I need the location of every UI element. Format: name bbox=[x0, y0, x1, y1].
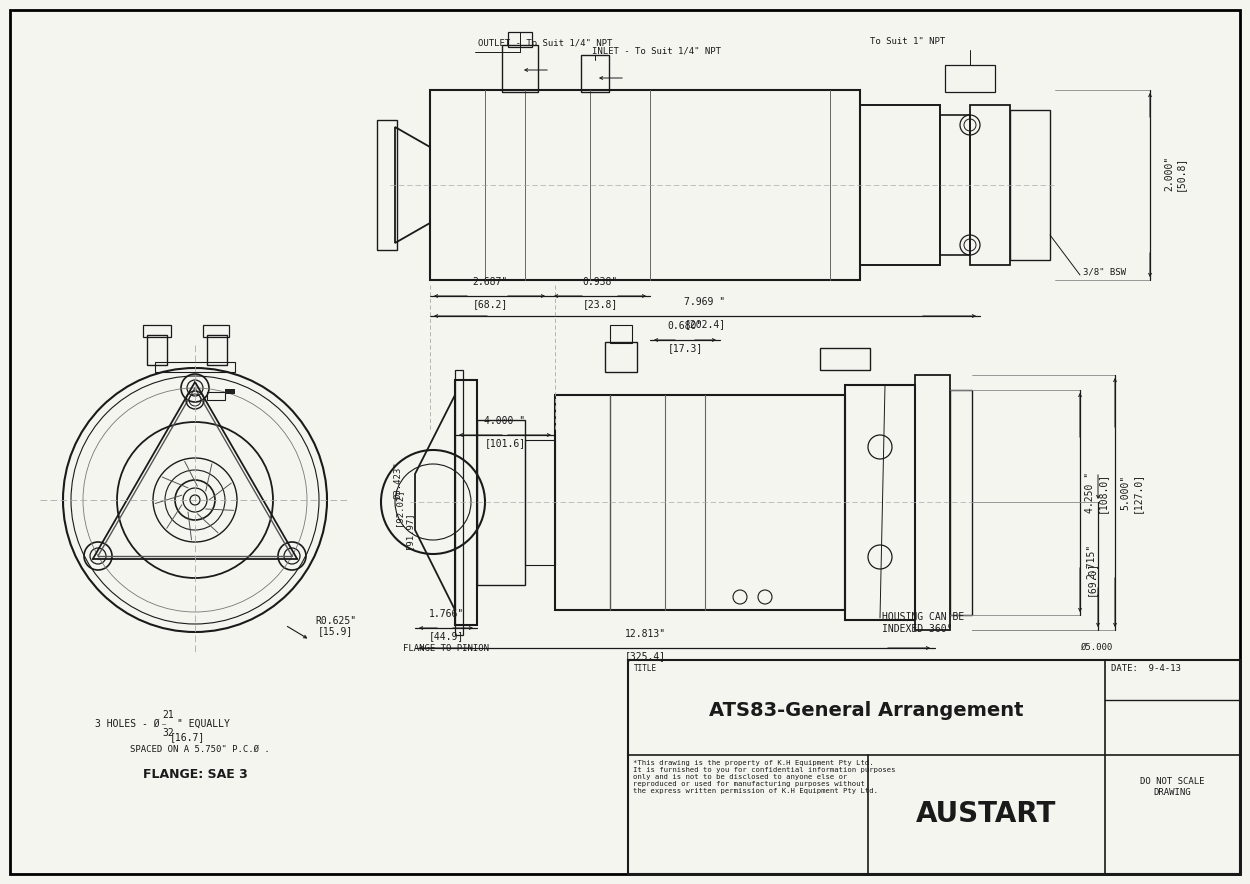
Bar bbox=[628, 660, 1240, 874]
Text: [202.4]: [202.4] bbox=[685, 319, 725, 329]
Text: R0.625": R0.625" bbox=[315, 616, 356, 626]
Text: 0.680": 0.680" bbox=[668, 321, 702, 331]
Text: 2.715": 2.715" bbox=[1086, 544, 1096, 579]
Text: 3 HOLES - Ø: 3 HOLES - Ø bbox=[95, 719, 160, 729]
Text: 5.000": 5.000" bbox=[1120, 475, 1130, 509]
Bar bbox=[508, 32, 532, 47]
Text: Ø3.423": Ø3.423" bbox=[394, 461, 402, 499]
Text: 0.938": 0.938" bbox=[582, 277, 618, 287]
Text: [23.8]: [23.8] bbox=[582, 299, 618, 309]
Bar bbox=[945, 65, 995, 92]
Bar bbox=[142, 325, 171, 337]
Text: 7.969 ": 7.969 " bbox=[685, 297, 725, 307]
Bar bbox=[820, 348, 870, 370]
Bar bbox=[1010, 110, 1050, 260]
Text: [91.97]: [91.97] bbox=[404, 511, 412, 549]
Bar bbox=[155, 362, 235, 372]
Text: 21: 21 bbox=[162, 710, 174, 720]
Text: FLANGE TO PINION: FLANGE TO PINION bbox=[402, 644, 489, 653]
Text: [69.0]: [69.0] bbox=[1086, 560, 1096, 596]
Bar bbox=[581, 55, 609, 92]
Text: [325.4]: [325.4] bbox=[625, 651, 665, 661]
Text: 32: 32 bbox=[162, 728, 174, 738]
Bar bbox=[455, 370, 462, 635]
Text: [50.8]: [50.8] bbox=[1175, 156, 1185, 191]
Bar bbox=[845, 385, 915, 620]
Text: [101.6]: [101.6] bbox=[485, 438, 525, 448]
Bar bbox=[208, 392, 225, 400]
Bar bbox=[503, 45, 538, 92]
Bar bbox=[148, 335, 168, 365]
Text: [16.7]: [16.7] bbox=[170, 732, 205, 742]
Text: HOUSING CAN BE
INDEXED 360°: HOUSING CAN BE INDEXED 360° bbox=[882, 612, 964, 634]
Text: 2.000": 2.000" bbox=[1164, 156, 1174, 191]
Text: 4.250 ": 4.250 " bbox=[1085, 471, 1095, 513]
Text: —: — bbox=[162, 721, 166, 727]
Text: ATS83-General Arrangement: ATS83-General Arrangement bbox=[709, 701, 1024, 720]
Text: [127.0]: [127.0] bbox=[1132, 471, 1142, 513]
Text: OUTLET - To Suit 1/4" NPT: OUTLET - To Suit 1/4" NPT bbox=[478, 39, 612, 48]
Bar bbox=[525, 440, 555, 565]
Text: [15.9]: [15.9] bbox=[318, 626, 354, 636]
Text: Ø5.000: Ø5.000 bbox=[1081, 643, 1114, 652]
Text: [44.9]: [44.9] bbox=[429, 631, 464, 641]
Text: To Suit 1" NPT: To Suit 1" NPT bbox=[870, 37, 945, 46]
Text: TITLE: TITLE bbox=[634, 664, 658, 673]
Bar bbox=[555, 395, 845, 610]
Text: [108.0]: [108.0] bbox=[1098, 471, 1108, 513]
Text: 2.687": 2.687" bbox=[472, 277, 508, 287]
Bar bbox=[950, 390, 972, 615]
Text: 4.000 ": 4.000 " bbox=[485, 416, 525, 426]
Bar bbox=[610, 325, 632, 343]
Bar bbox=[915, 375, 950, 630]
Text: *This drawing is the property of K.H Equipment Pty Ltd.
It is furnished to you f: *This drawing is the property of K.H Equ… bbox=[632, 760, 895, 794]
Bar bbox=[605, 342, 638, 372]
Text: [17.3]: [17.3] bbox=[668, 343, 702, 353]
Bar bbox=[378, 120, 398, 250]
Text: 12.813": 12.813" bbox=[625, 629, 665, 639]
Bar bbox=[478, 420, 525, 585]
Text: [92.02]: [92.02] bbox=[394, 488, 402, 526]
Bar bbox=[430, 90, 860, 280]
Text: INLET - To Suit 1/4" NPT: INLET - To Suit 1/4" NPT bbox=[592, 47, 721, 56]
Text: SPACED ON A 5.750" P.C.Ø .: SPACED ON A 5.750" P.C.Ø . bbox=[130, 744, 270, 753]
Text: FLANGE: SAE 3: FLANGE: SAE 3 bbox=[142, 768, 248, 781]
Text: DO NOT SCALE
DRAWING: DO NOT SCALE DRAWING bbox=[1140, 777, 1205, 796]
Text: AUSTART: AUSTART bbox=[916, 801, 1056, 828]
Bar bbox=[208, 335, 227, 365]
Text: [68.2]: [68.2] bbox=[472, 299, 508, 309]
Bar bbox=[860, 105, 940, 265]
Bar bbox=[202, 325, 229, 337]
Bar bbox=[970, 105, 1010, 265]
Text: " EQUALLY: " EQUALLY bbox=[177, 719, 230, 729]
Bar bbox=[455, 380, 478, 625]
Text: DATE:  9-4-13: DATE: 9-4-13 bbox=[1111, 664, 1181, 673]
Text: 3/8" BSW: 3/8" BSW bbox=[1082, 268, 1126, 277]
Bar bbox=[225, 389, 235, 394]
Bar bbox=[940, 115, 970, 255]
Text: 1.766": 1.766" bbox=[429, 609, 464, 619]
